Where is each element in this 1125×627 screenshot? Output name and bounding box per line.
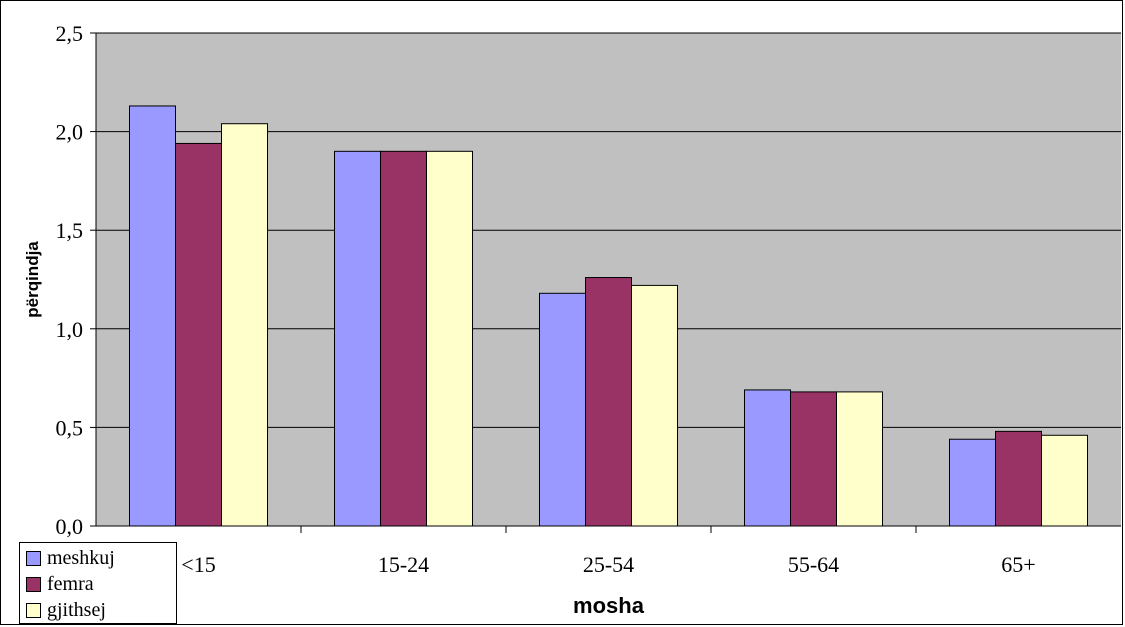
- x-tick-label: 55-64: [788, 552, 839, 577]
- bar-gjithsej: [1041, 434, 1088, 527]
- legend-swatch-meshkuj: [26, 550, 41, 566]
- bar-meshkuj: [949, 438, 996, 527]
- legend: meshkuj femra gjithsej: [19, 542, 177, 624]
- legend-swatch-gjithsej: [26, 602, 41, 618]
- legend-label-meshkuj: meshkuj: [47, 546, 115, 569]
- legend-label-femra: femra: [47, 572, 94, 595]
- bar-gjithsej: [836, 391, 883, 527]
- x-tick-label: <15: [181, 552, 215, 577]
- x-tick-label: 25-54: [583, 552, 634, 577]
- bar-gjithsej: [426, 150, 473, 527]
- x-tick-label: 15-24: [378, 552, 429, 577]
- x-axis-title: mosha: [573, 593, 645, 618]
- bars: [129, 105, 1088, 527]
- y-tick-label: 0,0: [56, 514, 84, 539]
- bar-femra: [175, 142, 222, 527]
- y-tick-label: 2,5: [56, 21, 84, 46]
- x-tick-label: 65+: [1001, 552, 1035, 577]
- bar-femra: [790, 391, 837, 527]
- y-tick-label: 0,5: [56, 415, 84, 440]
- legend-item-meshkuj: meshkuj: [26, 546, 115, 570]
- legend-label-gjithsej: gjithsej: [47, 598, 106, 621]
- legend-swatch-femra: [26, 576, 41, 592]
- bar-femra: [585, 277, 632, 527]
- y-tick-label: 1,0: [56, 317, 84, 342]
- bar-meshkuj: [744, 389, 791, 527]
- y-tick-label: 2,0: [56, 120, 84, 145]
- y-tick-label: 1,5: [56, 218, 84, 243]
- bar-gjithsej: [631, 284, 678, 527]
- y-axis-title: përqindja: [23, 241, 42, 318]
- axes: [95, 33, 1121, 533]
- legend-item-femra: femra: [26, 572, 94, 596]
- bar-femra: [380, 150, 427, 527]
- bar-meshkuj: [129, 105, 176, 527]
- bar-gjithsej: [221, 123, 268, 527]
- bar-meshkuj: [539, 292, 586, 527]
- bar-meshkuj: [334, 150, 381, 527]
- legend-item-gjithsej: gjithsej: [26, 598, 106, 622]
- bar-femra: [995, 430, 1042, 527]
- tick-labels: 0,0 0,5 1,0 1,5 2,0 2,5 <15 15-24 25-54 55-64 65+: [56, 21, 1036, 577]
